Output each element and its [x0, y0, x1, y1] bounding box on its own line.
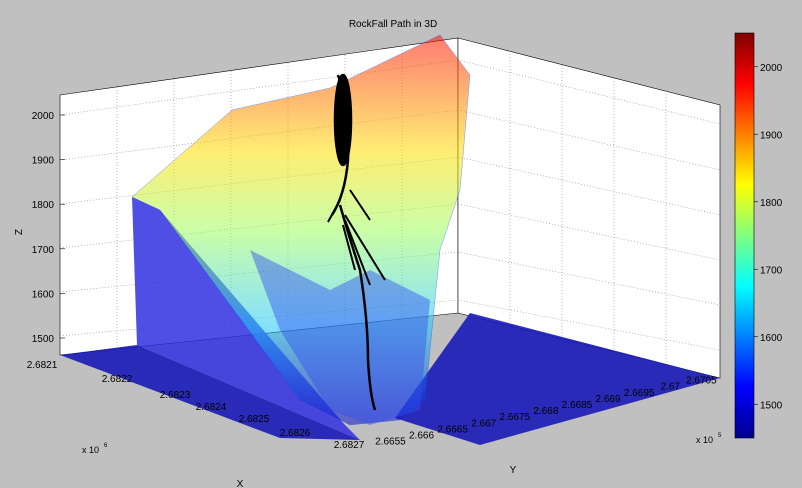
z-tick-label: 1700: [32, 245, 55, 256]
colorbar-tick-label: 2000: [760, 63, 783, 74]
x-tick-label: 2.6823: [160, 390, 191, 401]
x-axis-label: X: [237, 479, 244, 488]
y-axis-label: Y: [510, 465, 517, 476]
y-exponent-power: 5: [718, 433, 722, 439]
y-tick-label: 2.6655: [375, 437, 406, 448]
floor-left: [60, 345, 360, 440]
z-tick-label: 1600: [32, 289, 55, 300]
y-exponent-base: x 10: [696, 435, 713, 445]
z-tick-label: 1800: [32, 200, 55, 211]
chart-title: RockFall Path in 3D: [349, 19, 437, 30]
y-tick-labels: 2.66552.6662.66652.6672.66752.6682.66852…: [375, 376, 717, 448]
colorbar-tick-label: 1600: [760, 333, 783, 344]
colorbar-tick-label: 1700: [760, 265, 783, 276]
y-tick-label: 2.6665: [437, 424, 468, 435]
surface-valley: [250, 250, 430, 425]
y-tick-label: 2.6695: [624, 388, 655, 399]
rockfall-path: [327, 73, 386, 411]
x-tick-label: 2.6824: [196, 402, 227, 413]
terrain-surface: [131, 34, 471, 440]
surface-main: [131, 34, 471, 426]
x-tick-labels: 2.6821 2.6822 2.6823 2.6824 2.6825 2.6826 2.68…: [27, 360, 365, 451]
colorbar-tick-labels: 1500 1600 1700 1800 1900 2000: [754, 63, 783, 411]
y-tick-label: 2.668: [533, 406, 558, 417]
z-tick-labels: 1500 1600 1700 1800 1900 2000: [32, 111, 65, 345]
floor-planes: [60, 313, 720, 445]
x-exponent-base: x 10: [82, 445, 99, 455]
x-tick-label: 2.6821: [27, 360, 58, 371]
x-tick-label: 2.6822: [102, 374, 133, 385]
z-axis-label: Z: [14, 229, 25, 235]
y-tick-label: 2.6675: [500, 412, 531, 423]
rockfall-branches: [327, 189, 386, 286]
x-tick-label: 2.6826: [280, 428, 311, 439]
rockfall-source-cluster: [333, 73, 353, 167]
colorbar-tick-label: 1800: [760, 198, 783, 209]
colorbar: 1500 1600 1700 1800 1900 2000: [734, 32, 783, 439]
y-tick-label: 2.6685: [562, 400, 593, 411]
x-exponent-power: 6: [104, 443, 108, 449]
colorbar-tick-label: 1900: [760, 130, 783, 141]
z-tick-label: 1500: [32, 334, 55, 345]
y-tick-label: 2.667: [471, 418, 496, 429]
x-tick-label: 2.6825: [239, 414, 270, 425]
y-tick-label: 2.6705: [686, 376, 717, 387]
colorbar-tick-label: 1500: [760, 400, 783, 411]
x-tick-label: 2.6827: [334, 440, 365, 451]
z-tick-label: 1900: [32, 156, 55, 167]
colorbar-gradient: [734, 32, 755, 439]
z-tick-label: 2000: [32, 111, 55, 122]
x-exponent: x 10 6: [82, 443, 108, 455]
y-tick-label: 2.67: [661, 382, 681, 393]
rockfall-trajectory-lower: [338, 204, 377, 411]
y-tick-label: 2.669: [596, 394, 621, 405]
y-exponent: x 10 5: [696, 433, 722, 445]
floor-right: [395, 313, 720, 445]
y-tick-label: 2.666: [409, 430, 434, 441]
